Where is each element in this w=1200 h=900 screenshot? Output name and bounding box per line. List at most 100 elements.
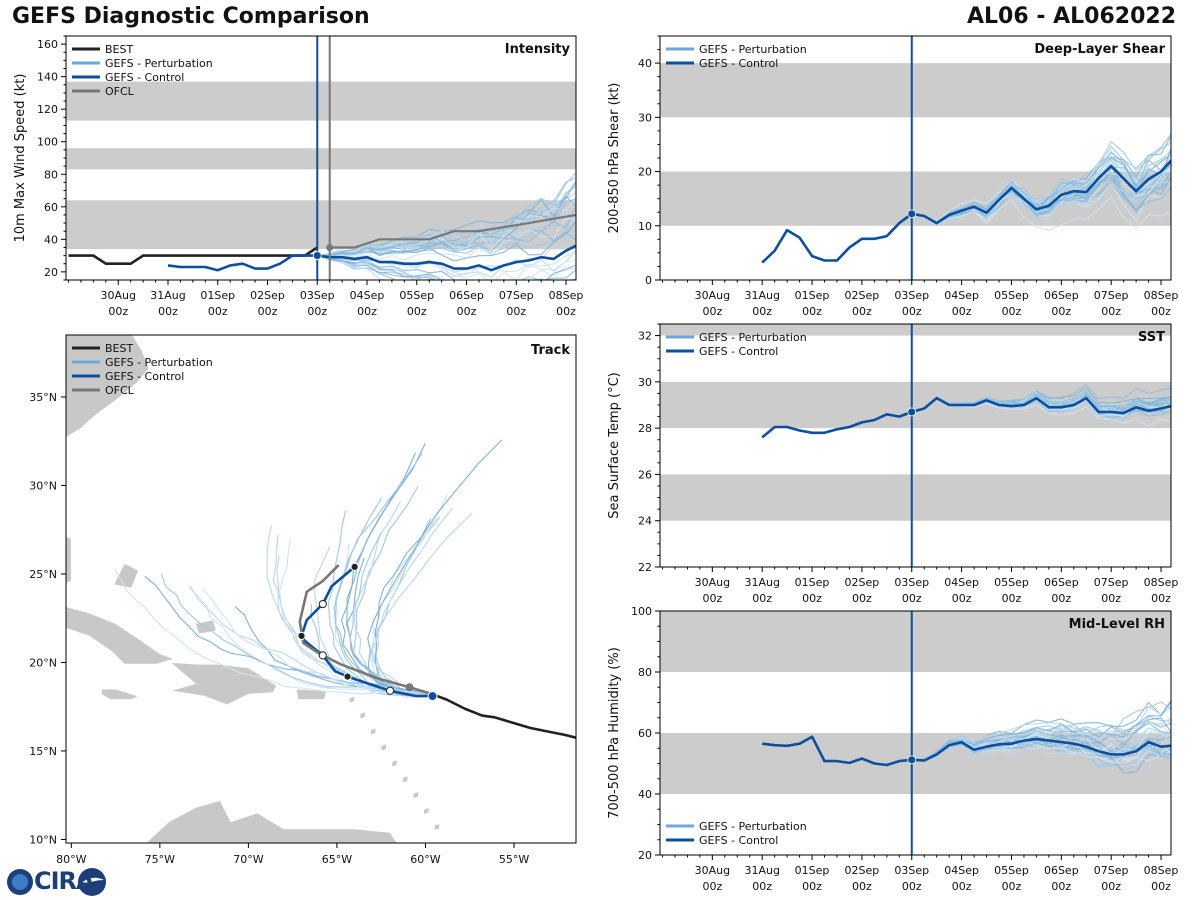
threshold-band xyxy=(660,381,1171,429)
x-tick-hour: 00z xyxy=(902,305,922,318)
panel-intensity: 20 40 60 80 100 120 140 160 10m Max Wind Speed (… xyxy=(13,35,584,318)
x-tick-hour: 00z xyxy=(802,880,822,893)
x-tick-hour: 00z xyxy=(457,305,477,318)
control-position-marker xyxy=(385,686,395,695)
lesser-antilles-island xyxy=(370,727,377,736)
x-tick-day: 30Aug xyxy=(695,576,730,589)
legend-label: GEFS - Perturbation xyxy=(105,57,213,70)
legend-label: GEFS - Control xyxy=(699,57,778,70)
x-tick-day: 06Sep xyxy=(449,289,484,302)
x-tick-hour: 00z xyxy=(357,305,377,318)
axes-frame xyxy=(65,334,577,844)
cuba-land xyxy=(66,606,176,665)
longitude-label: 65°W xyxy=(322,853,352,866)
x-tick-day: 01Sep xyxy=(795,864,830,877)
x-tick-day: 04Sep xyxy=(350,289,385,302)
x-tick-day: 02Sep xyxy=(845,864,880,877)
x-tick-day: 31Aug xyxy=(744,289,779,302)
perturbation-track-line xyxy=(346,557,433,697)
plot-area xyxy=(66,81,576,280)
series-gefs-control xyxy=(167,244,576,272)
x-tick-hour: 00z xyxy=(952,305,972,318)
x-tick-day: 31Aug xyxy=(150,289,185,302)
latitude-label: 25°N xyxy=(29,568,57,581)
perturbation-member-line xyxy=(317,255,576,280)
x-tick-day: 03Sep xyxy=(894,289,929,302)
latitude-label: 10°N xyxy=(29,833,57,846)
lesser-antilles-island xyxy=(380,743,387,752)
threshold-band xyxy=(660,324,1171,336)
threshold-band xyxy=(660,733,1171,794)
perturbation-track-line xyxy=(370,494,448,695)
x-tick-day: 04Sep xyxy=(944,864,979,877)
lesser-antilles-island xyxy=(402,775,409,784)
legend-label: GEFS - Perturbation xyxy=(699,43,807,56)
perturbation-member-line xyxy=(317,255,437,280)
x-tick-hour: 00z xyxy=(902,592,922,605)
lesser-antilles-island xyxy=(391,759,398,768)
x-tick-hour: 00z xyxy=(702,592,722,605)
perturbation-track-line xyxy=(144,575,433,695)
x-tick-hour: 00z xyxy=(752,305,772,318)
x-tick-hour: 00z xyxy=(1051,880,1071,893)
ofcl-position-marker xyxy=(405,683,414,692)
panel-label: Deep-Layer Shear xyxy=(1034,42,1165,57)
threshold-band xyxy=(66,81,576,121)
y-tick-label: 40 xyxy=(638,788,652,801)
x-tick-hour: 00z xyxy=(1051,305,1071,318)
panel-deep-layer-shear: 0 10 20 30 40 200-850 hPa Shear (kt) 30Aug 00z 3… xyxy=(607,35,1178,318)
legend-label: OFCL xyxy=(105,85,135,98)
perturbation-member-line xyxy=(317,221,576,262)
legend-label: GEFS - Control xyxy=(699,834,778,847)
x-tick-hour: 00z xyxy=(1151,880,1171,893)
x-tick-day: 30Aug xyxy=(695,864,730,877)
x-tick-hour: 00z xyxy=(952,592,972,605)
control-position-marker xyxy=(350,562,359,571)
x-tick-day: 05Sep xyxy=(399,289,434,302)
bahamas-island xyxy=(113,562,140,589)
y-tick-label: 30 xyxy=(638,111,652,124)
panel-label: Track xyxy=(531,343,570,358)
y-tick-label: 22 xyxy=(638,561,652,574)
y-tick-label: 24 xyxy=(638,515,652,528)
x-tick-day: 06Sep xyxy=(1044,864,1079,877)
x-tick-day: 01Sep xyxy=(795,576,830,589)
x-tick-hour: 00z xyxy=(407,305,427,318)
y-tick-label: 140 xyxy=(37,71,58,84)
x-tick-day: 01Sep xyxy=(795,289,830,302)
y-tick-label: 20 xyxy=(638,849,652,862)
perturbation-member-line xyxy=(317,255,388,280)
longitude-label: 75°W xyxy=(145,853,175,866)
x-tick-hour: 00z xyxy=(158,305,178,318)
y-tick-label: 30 xyxy=(638,376,652,389)
longitude-label: 55°W xyxy=(499,853,529,866)
x-tick-hour: 00z xyxy=(1101,592,1121,605)
x-tick-hour: 00z xyxy=(852,880,872,893)
hispaniola-land xyxy=(169,662,278,706)
x-tick-hour: 00z xyxy=(1151,305,1171,318)
x-tick-day: 03Sep xyxy=(300,289,335,302)
legend-label: GEFS - Perturbation xyxy=(699,820,807,833)
perturbation-members xyxy=(317,172,576,280)
perturbation-member-line xyxy=(317,255,546,280)
x-tick-hour: 00z xyxy=(108,305,128,318)
perturbation-track-line xyxy=(375,516,441,695)
init-marker xyxy=(907,755,917,765)
latitude-label: 35°N xyxy=(29,391,57,404)
y-tick-label: 120 xyxy=(37,103,58,116)
init-marker xyxy=(312,251,322,261)
x-tick-day: 06Sep xyxy=(1044,576,1079,589)
y-tick-label: 26 xyxy=(638,468,652,481)
longitude-label: 70°W xyxy=(233,853,263,866)
x-tick-day: 08Sep xyxy=(549,289,584,302)
x-tick-hour: 00z xyxy=(752,880,772,893)
perturbation-track-line xyxy=(349,533,433,695)
x-tick-day: 30Aug xyxy=(101,289,136,302)
threshold-band xyxy=(660,611,1171,672)
series-gefs-control xyxy=(761,159,1171,264)
y-tick-label: 20 xyxy=(638,166,652,179)
threshold-band xyxy=(66,200,576,250)
current-position-marker xyxy=(427,691,438,702)
x-tick-hour: 00z xyxy=(1101,880,1121,893)
